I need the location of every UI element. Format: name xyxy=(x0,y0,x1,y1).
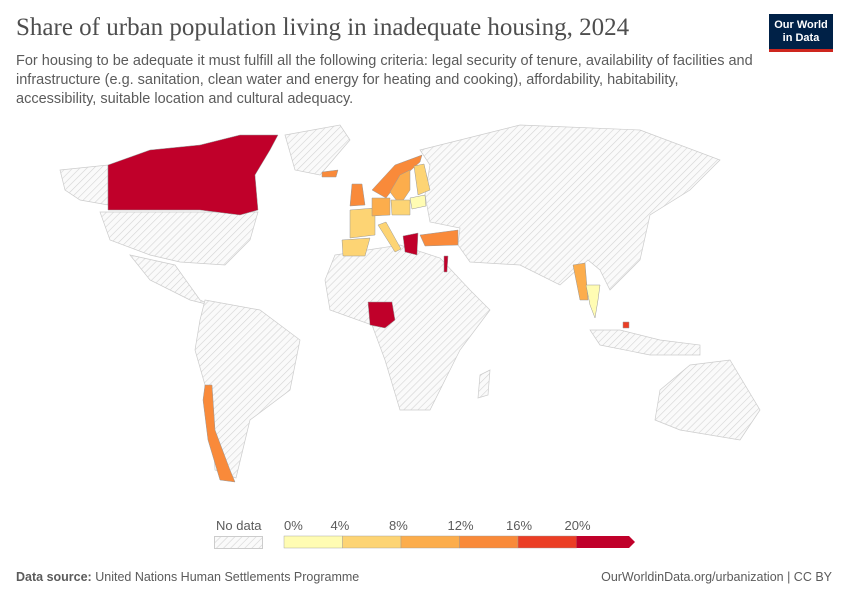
legend-bin-5[interactable] xyxy=(576,536,636,548)
country-spain[interactable] xyxy=(341,237,371,257)
country-italy[interactable] xyxy=(377,221,402,253)
legend-bin-4[interactable] xyxy=(517,535,577,549)
country-brunei[interactable] xyxy=(622,321,630,329)
legend-tick-5: 20% xyxy=(564,518,591,533)
data-source: Data source: United Nations Human Settle… xyxy=(16,570,359,584)
no-data-eurasia[interactable] xyxy=(419,124,721,291)
country-turkey[interactable] xyxy=(419,229,459,247)
country-myanmar[interactable] xyxy=(572,262,589,301)
no-data-indonesia[interactable] xyxy=(589,329,701,356)
country-germany[interactable] xyxy=(371,197,391,217)
country-belarus[interactable] xyxy=(409,194,427,210)
country-poland[interactable] xyxy=(390,199,411,216)
country-canada[interactable] xyxy=(107,134,279,216)
logo-line2: in Data xyxy=(782,32,820,44)
no-data-madagascar[interactable] xyxy=(477,369,491,399)
owid-logo[interactable]: Our World in Data xyxy=(769,14,833,52)
data-source-text: United Nations Human Settlements Program… xyxy=(95,570,360,584)
country-france[interactable] xyxy=(349,207,376,239)
no-data-alaska[interactable] xyxy=(59,164,109,206)
legend-tick-4: 16% xyxy=(506,518,533,533)
chart-title: Share of urban population living in inad… xyxy=(16,14,630,41)
legend-tick-0: 0% xyxy=(284,518,303,533)
legend-bin-1[interactable] xyxy=(342,535,402,549)
legend-bin-0[interactable] xyxy=(283,535,343,549)
legend-bin-2[interactable] xyxy=(400,535,460,549)
data-source-label: Data source: xyxy=(16,570,92,584)
world-map xyxy=(59,124,761,483)
legend-tick-3: 12% xyxy=(447,518,474,533)
no-data-greenland[interactable] xyxy=(284,124,351,176)
logo-line1: Our World xyxy=(774,19,828,31)
country-thailand[interactable] xyxy=(585,284,601,319)
no-data-africa[interactable] xyxy=(324,244,491,411)
country-finland[interactable] xyxy=(413,163,431,196)
legend-no-data-label: No data xyxy=(216,518,262,533)
legend-color-bar xyxy=(283,535,636,549)
country-chile[interactable] xyxy=(202,384,236,483)
country-nigeria[interactable] xyxy=(367,301,396,329)
legend-bin-3[interactable] xyxy=(459,535,519,549)
country-united-kingdom[interactable] xyxy=(349,183,366,207)
country-israel[interactable] xyxy=(443,255,449,273)
legend-no-data-swatch xyxy=(214,536,263,549)
country-iceland[interactable] xyxy=(321,169,339,178)
chart-subtitle: For housing to be adequate it must fulfi… xyxy=(16,53,753,107)
legend-tick-2: 8% xyxy=(389,518,408,533)
no-data-usa[interactable] xyxy=(99,211,259,266)
footer-link[interactable]: OurWorldinData.org/urbanization | CC BY xyxy=(601,570,832,584)
no-data-australia[interactable] xyxy=(654,359,761,441)
legend-tick-1: 4% xyxy=(330,518,350,533)
country-greece[interactable] xyxy=(402,232,419,256)
